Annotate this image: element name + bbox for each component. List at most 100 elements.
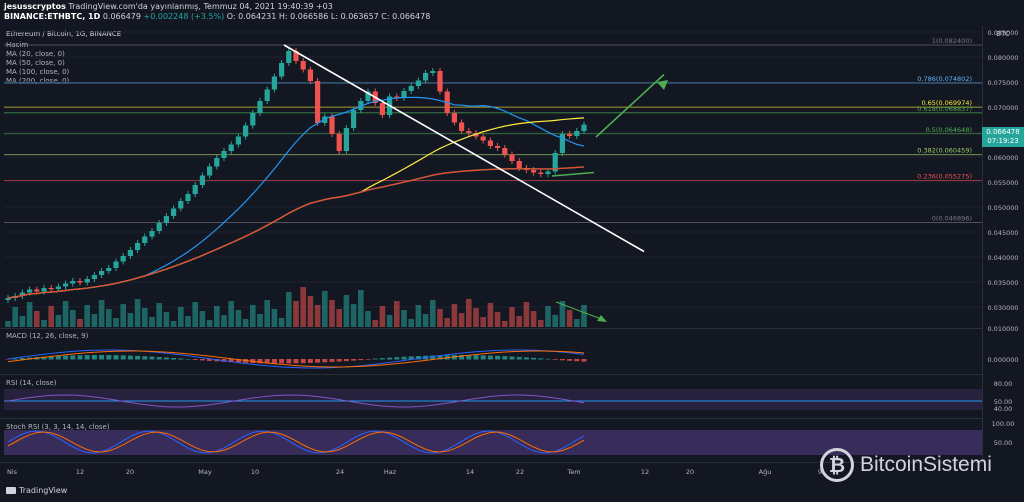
y-tick-label: 0.030000 bbox=[987, 304, 1018, 312]
macd-bar bbox=[480, 355, 486, 360]
candle bbox=[243, 125, 249, 137]
macd-bar bbox=[271, 359, 277, 364]
indicator-tick-label: 40.00 bbox=[994, 405, 1013, 413]
fib-level-label: 0.236(0.055275) bbox=[917, 173, 972, 181]
macd-label[interactable]: MACD (12, 26, close, 9) bbox=[6, 332, 89, 340]
volume-bar bbox=[286, 292, 292, 327]
volume-bar bbox=[386, 315, 393, 327]
x-tick-label: 20 bbox=[126, 468, 134, 476]
candle bbox=[199, 175, 205, 185]
volume-bar bbox=[12, 307, 18, 327]
candle bbox=[235, 136, 241, 145]
legend-ma200[interactable]: MA (200, close, 0) bbox=[6, 77, 70, 85]
candle bbox=[178, 201, 184, 209]
macd-bar bbox=[207, 359, 213, 361]
y-tick-label: 0.080000 bbox=[987, 54, 1018, 62]
candle bbox=[423, 73, 429, 81]
volume-bar bbox=[134, 299, 141, 327]
x-tick-label: 12 bbox=[641, 468, 649, 476]
volume-bar bbox=[98, 300, 105, 327]
volume-bar bbox=[430, 300, 436, 327]
macd-bar bbox=[171, 357, 177, 360]
volume-bar bbox=[487, 303, 494, 327]
volume-bar bbox=[480, 317, 486, 327]
macd-bar bbox=[379, 358, 385, 360]
price-change: +0.002248 (+3.5%) bbox=[143, 12, 225, 21]
volume-bar bbox=[552, 315, 558, 327]
macd-bar bbox=[401, 356, 407, 360]
rsi-label[interactable]: RSI (14, close) bbox=[6, 379, 57, 387]
candle bbox=[257, 101, 263, 113]
candle bbox=[559, 134, 565, 153]
current-price-tag: 0.066478 07:19:23 bbox=[982, 127, 1024, 147]
stoch-label[interactable]: Stoch RSI (3, 3, 14, 14, close) bbox=[6, 423, 110, 431]
legend-title[interactable]: Ethereum / Bitcoin, 1G, BINANCE bbox=[6, 30, 122, 38]
volume-bar bbox=[473, 308, 479, 327]
ohlc-low: L: 0.063657 bbox=[330, 12, 379, 21]
candle bbox=[185, 194, 191, 201]
macd-bar bbox=[55, 355, 61, 360]
chart-header-line2: BINANCE:ETHBTC, 1D 0.066479 +0.002248 (+… bbox=[4, 12, 430, 21]
volume-bar bbox=[185, 316, 191, 327]
support-line bbox=[551, 171, 595, 177]
macd-bar bbox=[336, 359, 342, 362]
volume-bar bbox=[329, 300, 335, 327]
candle bbox=[156, 223, 162, 231]
volume-bar bbox=[91, 314, 98, 327]
watermark-text: BitcoinSistemi bbox=[860, 453, 992, 476]
candle bbox=[163, 216, 169, 223]
y-tick-label: 0.060000 bbox=[987, 154, 1018, 162]
macd-bar bbox=[84, 355, 90, 360]
candle bbox=[271, 76, 277, 90]
x-tick-label: Nis bbox=[7, 468, 18, 476]
candle bbox=[293, 51, 299, 61]
macd-bar bbox=[365, 359, 371, 360]
tradingview-logo[interactable]: TradingView bbox=[6, 486, 67, 495]
fib-level-label: 0.5(0.064648) bbox=[926, 126, 972, 134]
candle bbox=[415, 80, 421, 86]
fib-level-label: 0.786(0.074802) bbox=[917, 75, 972, 83]
candle bbox=[538, 172, 544, 174]
macd-bar bbox=[163, 357, 169, 360]
volume-bar bbox=[84, 305, 90, 327]
macd-bar bbox=[142, 356, 148, 360]
legend-ma20[interactable]: MA (20, close, 0) bbox=[6, 50, 65, 58]
candle bbox=[70, 281, 76, 284]
volume-bar bbox=[437, 309, 443, 327]
volume-bar bbox=[106, 309, 112, 327]
legend-ma50[interactable]: MA (50, close, 0) bbox=[6, 59, 65, 67]
candle bbox=[574, 131, 580, 136]
volume-bar bbox=[250, 305, 256, 327]
y-tick-label: 0.045000 bbox=[987, 229, 1018, 237]
legend-ma100[interactable]: MA (100, close, 0) bbox=[6, 68, 70, 76]
volume-bar bbox=[41, 320, 47, 327]
volume-bar bbox=[509, 307, 515, 327]
pane-separator bbox=[0, 374, 982, 375]
candle bbox=[509, 154, 515, 161]
candle bbox=[84, 279, 90, 283]
symbol-label[interactable]: BINANCE:ETHBTC, 1D bbox=[4, 12, 101, 21]
pane-separator bbox=[0, 418, 982, 419]
price-axis-border bbox=[982, 26, 983, 463]
candle bbox=[430, 71, 436, 73]
volume-bar bbox=[178, 307, 184, 327]
candle bbox=[552, 153, 558, 172]
x-tick-label: 10 bbox=[251, 468, 259, 476]
volume-bar bbox=[415, 305, 422, 327]
bar-countdown: 07:19:23 bbox=[987, 137, 1019, 145]
macd-bar bbox=[358, 359, 364, 361]
author-name[interactable]: jesusscryptos bbox=[4, 2, 66, 11]
candle bbox=[286, 51, 292, 63]
candle bbox=[545, 171, 551, 174]
candle bbox=[567, 134, 573, 136]
volume-bar bbox=[322, 291, 328, 327]
y-tick-label: 0.075000 bbox=[987, 79, 1018, 87]
candle bbox=[135, 243, 141, 250]
macd-bar bbox=[559, 359, 565, 361]
candle bbox=[495, 146, 501, 148]
macd-bar bbox=[63, 355, 69, 360]
macd-bar bbox=[99, 355, 105, 360]
macd-bar bbox=[545, 358, 551, 360]
volume-bar bbox=[19, 316, 26, 327]
